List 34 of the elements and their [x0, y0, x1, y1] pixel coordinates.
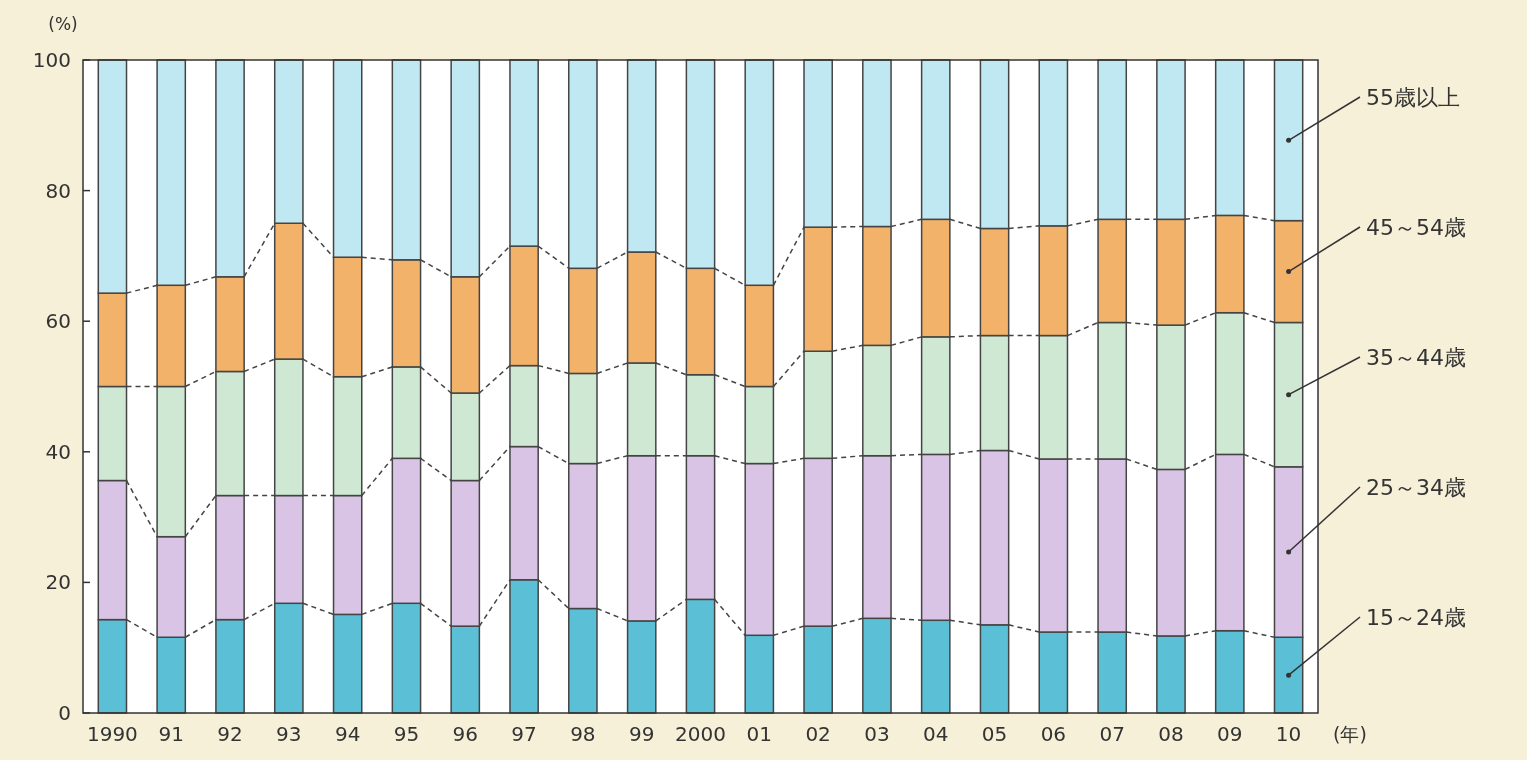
text: 25～34歳 — [1366, 475, 1466, 500]
x-tick-label: 09 — [1217, 722, 1243, 746]
x-tick-label: 95 — [393, 722, 420, 746]
x-tick-label: 10 — [1275, 722, 1302, 746]
x-tick-label: 2000 — [675, 722, 726, 746]
x-tick-label: 03 — [864, 722, 890, 746]
y-tick-label: 100 — [32, 48, 71, 72]
x-tick-label: 1990 — [86, 722, 138, 746]
x-tick-label: 91 — [158, 722, 184, 746]
x-tick-label: 99 — [628, 722, 655, 746]
x-tick-label: 06 — [1040, 722, 1067, 746]
y-tick-label: 80 — [45, 178, 71, 203]
x-tick-label: 97 — [511, 722, 537, 746]
x-tick-label: 01 — [746, 722, 773, 746]
text: 55歳以上 — [1366, 85, 1460, 110]
text: 15～24歳 — [1366, 605, 1466, 630]
text: 45～54歳 — [1366, 215, 1466, 240]
text: 35～44歳 — [1366, 345, 1466, 370]
x-tick-label: 04 — [923, 722, 949, 746]
y-tick-label: 0 — [58, 701, 71, 725]
x-tick-label: 07 — [1099, 722, 1125, 746]
x-tick-label: 92 — [217, 722, 243, 746]
y-tick-label: 40 — [45, 439, 71, 464]
x-tick-label: 08 — [1158, 722, 1184, 746]
x-tick-label: 98 — [570, 722, 596, 746]
x-tick-label: 93 — [276, 722, 302, 746]
y-tick-label: 20 — [45, 570, 71, 595]
x-tick-label: 02 — [805, 722, 831, 746]
y-axis-title: (%) — [48, 14, 78, 34]
x-tick-label: 94 — [334, 722, 361, 746]
y-tick-label: 60 — [45, 309, 71, 334]
x-tick-label: 05 — [981, 722, 1008, 746]
x-axis-title: (年) — [1333, 723, 1367, 745]
x-tick-label: 96 — [452, 722, 478, 746]
